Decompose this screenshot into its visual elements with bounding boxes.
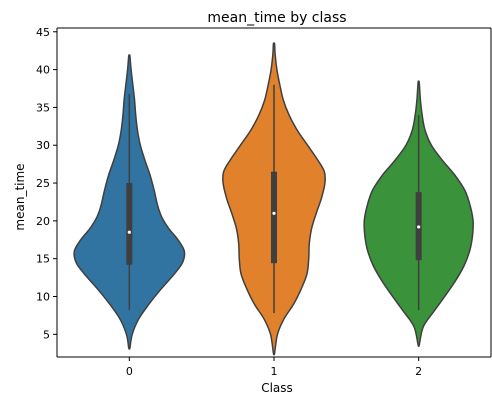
violins-layer: [74, 43, 473, 355]
chart-title: mean_time by class: [207, 10, 346, 26]
violin-1: [223, 43, 326, 355]
violin-median-0: [128, 231, 131, 234]
y-tick-label-40: 40: [36, 64, 50, 77]
y-axis-label: mean_time: [13, 163, 27, 230]
y-tick-label-25: 25: [36, 177, 50, 190]
violin-median-2: [417, 225, 420, 228]
y-tick-label-35: 35: [36, 101, 50, 114]
violin-0: [74, 55, 185, 349]
y-tick-label-15: 15: [36, 253, 50, 266]
violin-iqr-box-1: [271, 172, 277, 264]
x-axis-label: Class: [261, 381, 293, 395]
y-tick-label-5: 5: [43, 328, 50, 341]
y-tick-label-30: 30: [36, 139, 50, 152]
violin-median-1: [272, 212, 275, 215]
y-tick-label-20: 20: [36, 215, 50, 228]
violin-iqr-box-0: [126, 183, 132, 265]
x-tick-label-2: 2: [415, 365, 422, 378]
y-tick-label-10: 10: [36, 290, 50, 303]
x-tick-label-1: 1: [271, 365, 278, 378]
y-tick-label-45: 45: [36, 26, 50, 39]
x-tick-label-0: 0: [126, 365, 133, 378]
violin-2: [364, 81, 473, 346]
